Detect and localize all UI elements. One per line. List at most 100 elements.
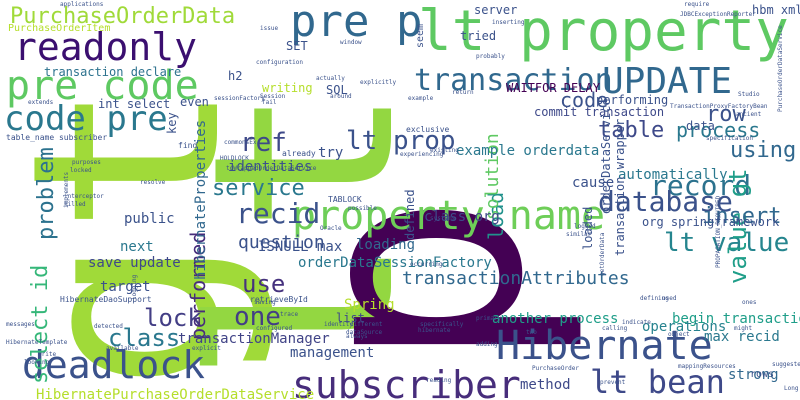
cloud-word: getOrderData (599, 232, 606, 276)
cloud-word: commit transaction (534, 105, 665, 119)
cloud-word: public (124, 211, 175, 227)
cloud-word: Hibernate (496, 323, 713, 369)
cloud-word: data (686, 119, 715, 133)
cloud-word: two (526, 329, 537, 336)
cloud-word: commonsEx (224, 139, 257, 146)
cloud-word: inserting (492, 19, 525, 26)
cloud-word: begin transaction (672, 311, 800, 327)
cloud-word: used (662, 295, 677, 302)
cloud-word: logging (131, 274, 138, 300)
cloud-word: hbm xml (752, 3, 800, 17)
cloud-word: another process (492, 311, 619, 327)
cloud-word: interceptor (64, 193, 104, 200)
cloud-word: h2 (228, 69, 243, 83)
cloud-word: Spring (344, 297, 395, 313)
cloud-word: TABLOCK (328, 195, 362, 204)
cloud-word: strong (728, 367, 779, 383)
cloud-word: save update (88, 255, 181, 271)
cloud-word: table_name subscriber (6, 133, 108, 142)
cloud-word: HibernateDaoSupport (60, 295, 152, 304)
cloud-word: lt property (418, 0, 789, 64)
cloud-word: already (282, 149, 316, 158)
cloud-word: require (684, 1, 710, 8)
cloud-word: trace (280, 311, 299, 318)
cloud-word: ISNULL max (258, 239, 343, 255)
cloud-word: Studio (738, 91, 760, 98)
cloud-word: purposes (72, 159, 101, 166)
cloud-word: loading (356, 237, 416, 253)
cloud-word: SET (286, 39, 308, 53)
cloud-word: transactionManager (178, 331, 330, 347)
cloud-word: pre p (290, 0, 423, 47)
cloud-word: one (234, 302, 281, 332)
cloud-word: transactionAttributes (402, 268, 630, 289)
cloud-word: fail (262, 99, 277, 106)
cloud-word: Oracle (320, 225, 342, 232)
cloud-word: primary (476, 315, 502, 322)
cloud-word: PurchaseOrderItem (8, 23, 111, 34)
cloud-word: existing (430, 147, 459, 154)
cloud-word: performing (596, 93, 669, 107)
cloud-word: available (106, 345, 139, 352)
cloud-word: table (598, 118, 665, 143)
cloud-word: identities (228, 159, 313, 175)
cloud-word: reading (426, 377, 452, 384)
cloud-word: max recid (704, 329, 780, 345)
cloud-word: PurchaseOrderDataService (777, 25, 784, 112)
cloud-word: database (598, 185, 733, 218)
cloud-word: ref (240, 128, 287, 158)
cloud-word: subscriber (292, 363, 521, 400)
cloud-word: defining (640, 295, 669, 302)
cloud-word: seem (415, 23, 426, 48)
cloud-word: Long (784, 385, 799, 392)
cloud-word: target (100, 279, 151, 295)
cloud-word: UPDATE (602, 61, 733, 102)
cloud-word: TransactionProxyFactoryBean (670, 103, 768, 110)
cloud-word: return (452, 89, 474, 96)
cloud-word: lt bean (590, 363, 725, 400)
cloud-word: JDBCExceptionReporter (680, 11, 756, 18)
cloud-word: calling (602, 325, 628, 332)
cloud-word: PROPAGATION_REQUIRED (715, 195, 722, 268)
cloud-word: insert (702, 204, 782, 229)
cloud-word: probably (476, 53, 505, 60)
cloud-word: adding (476, 341, 498, 348)
cloud-word: issue (260, 25, 279, 32)
cloud-word: ancient (736, 111, 762, 118)
cloud-word: configured (256, 325, 293, 332)
cloud-word: specifically (420, 321, 464, 328)
cloud-word: using (730, 138, 797, 163)
cloud-word: applications (60, 1, 104, 8)
cloud-word: example orderdata (456, 143, 600, 159)
cloud-word: implements (63, 171, 70, 208)
cloud-word: WAITFOR DELAY (506, 81, 600, 95)
cloud-word: prevent (600, 379, 626, 386)
cloud-word: service (212, 176, 305, 201)
cloud-word: question (238, 232, 325, 253)
cloud-word: method (520, 377, 571, 393)
cloud-word: indicate (622, 319, 651, 326)
cloud-word: find (178, 141, 198, 150)
cloud-word: ones (742, 299, 757, 306)
cloud-word: suggested (772, 361, 800, 368)
cloud-word: operations (642, 319, 727, 335)
cloud-word: messages (6, 321, 35, 328)
cloud-word: lt prop (346, 126, 456, 156)
cloud-word: experiencing (400, 151, 444, 158)
cloud-word: tried (460, 29, 497, 43)
cloud-word: management (290, 345, 375, 361)
cloud-word: retrieveById (250, 295, 308, 304)
cloud-word: try (318, 145, 344, 161)
cloud-word: explicitly (360, 79, 397, 86)
cloud-word: transaction (414, 63, 613, 98)
cloud-word: looking (24, 359, 50, 366)
cloud-word: might (734, 325, 753, 332)
cloud-word: even (180, 95, 209, 109)
cloud-word: write (38, 351, 57, 358)
cloud-word: logged (574, 223, 596, 230)
cloud-word: PurchaseOrderData (10, 4, 236, 29)
cloud-word: class org (424, 209, 500, 225)
cloud-word: readonly (14, 25, 198, 69)
cloud-word: rows (750, 369, 775, 380)
cloud-word: identity (324, 321, 353, 328)
